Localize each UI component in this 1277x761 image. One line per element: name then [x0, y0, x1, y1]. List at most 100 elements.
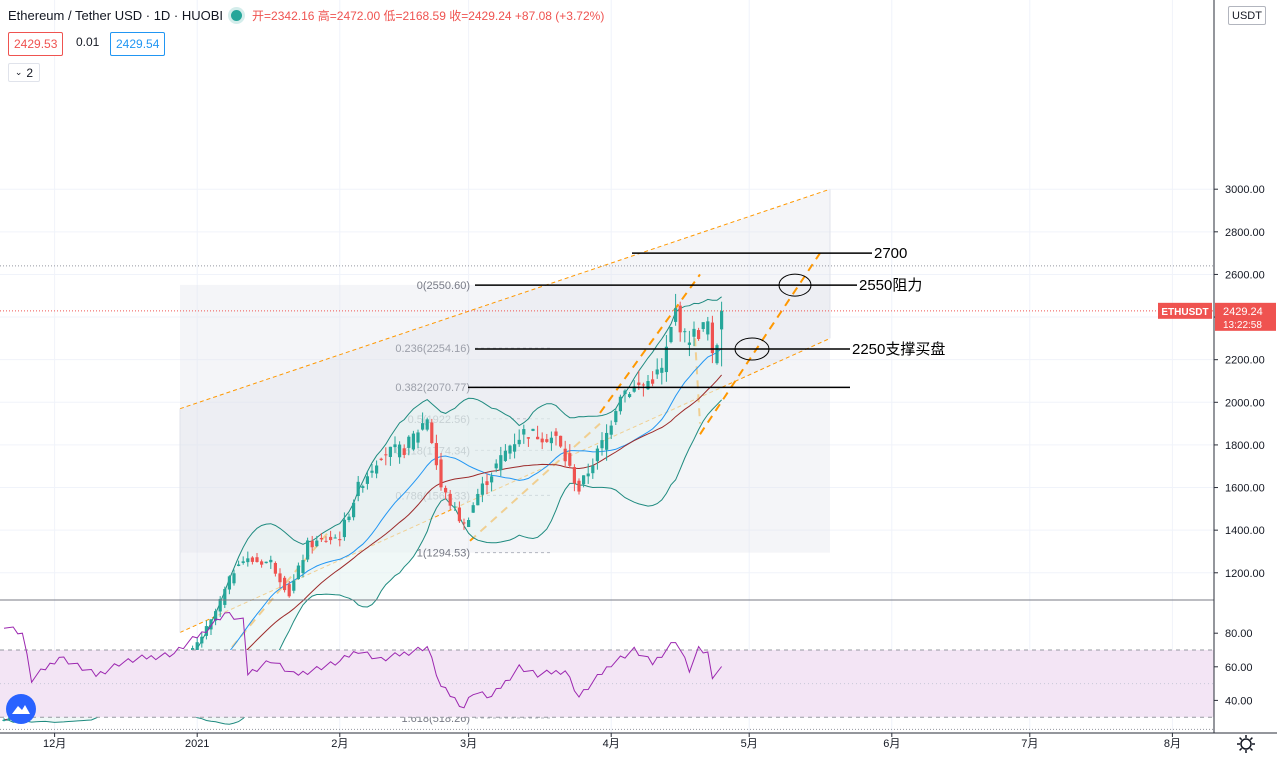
candle-body	[361, 486, 365, 488]
candle-body	[439, 459, 443, 488]
candle-body	[375, 465, 379, 474]
rsi-tick-label: 40.00	[1225, 695, 1253, 707]
currency-button[interactable]: USDT	[1228, 6, 1266, 25]
bb-fill	[4, 296, 722, 725]
candle-body	[319, 538, 323, 540]
rsi-tick-label: 60.00	[1225, 662, 1253, 674]
time-tick-label: 12月	[43, 738, 66, 750]
candle-body	[324, 540, 328, 542]
candle-body	[425, 419, 429, 430]
indicators-toggle-button[interactable]: ⌄ 2	[8, 63, 40, 82]
candle-body	[678, 305, 682, 333]
candle-body	[480, 483, 484, 495]
candle-body	[540, 438, 544, 443]
last-price-label-bg	[1215, 302, 1276, 331]
candle-body	[568, 453, 572, 466]
candle-body	[586, 473, 590, 477]
candle-body	[697, 330, 701, 340]
candle-body	[241, 561, 245, 563]
annotations: 2700 2550阻力 2250支撑买盘	[468, 245, 945, 389]
candle-body	[338, 539, 342, 541]
rsi-band	[0, 650, 1214, 718]
candle-body	[434, 443, 438, 466]
candle-body	[618, 396, 622, 412]
candle-body	[476, 493, 480, 506]
symbol-label: ETHUSDT	[1161, 307, 1208, 318]
support-circle	[734, 337, 770, 361]
candle-body	[255, 557, 259, 562]
rsi-tick-label: 80.00	[1225, 628, 1253, 640]
candle-body	[462, 522, 466, 524]
candle-body	[260, 561, 264, 565]
candle-body	[641, 384, 645, 386]
sell-price-box[interactable]: 2429.53	[8, 32, 64, 56]
trendline-dashed	[599, 273, 701, 414]
candle-body	[292, 580, 296, 591]
rsi-pane	[0, 611, 1214, 718]
candles	[2, 293, 724, 722]
time-tick-label: 7月	[1021, 738, 1038, 750]
symbol-title[interactable]: Ethereum / Tether USD · 1D · HUOBI	[8, 7, 224, 23]
candle-body	[471, 505, 475, 513]
candle-body	[503, 450, 507, 461]
candle-body	[310, 540, 314, 548]
candle-body	[200, 636, 204, 644]
candle-body	[430, 422, 434, 443]
candle-body	[398, 444, 402, 458]
candle-body	[485, 481, 489, 486]
candle-body	[609, 425, 613, 435]
price-tick-label: 2200.00	[1225, 355, 1265, 367]
price-tick-label: 3000.00	[1225, 184, 1265, 196]
candle-body	[490, 476, 494, 483]
candle-body	[706, 321, 710, 335]
candle-body	[227, 576, 231, 590]
fib-level-label: 0.382(2070.77)	[395, 382, 470, 394]
candle-body	[204, 626, 208, 636]
candle-body	[411, 433, 415, 450]
fib-level-label: 0.236(2254.16)	[395, 343, 470, 355]
candle-body	[2, 719, 6, 721]
time-tick-label: 3月	[460, 738, 477, 750]
rsi-line	[3, 611, 722, 709]
chart-header: Ethereum / Tether USD · 1D · HUOBI 开=234…	[0, 0, 604, 30]
time-tick-label: 5月	[741, 738, 758, 750]
fib-level-label: 1(1294.53)	[417, 548, 470, 560]
candle-body	[352, 502, 356, 518]
candle-body	[416, 432, 420, 443]
candle-body	[356, 481, 360, 497]
candle-body	[407, 436, 411, 448]
candle-body	[536, 436, 540, 440]
candle-body	[269, 559, 273, 563]
candle-body	[554, 431, 558, 436]
price-tick-label: 2000.00	[1225, 397, 1265, 409]
candle-body	[448, 493, 452, 506]
candle-body	[559, 435, 563, 447]
gear-icon[interactable]	[1236, 734, 1256, 754]
time-axis: 12月 2021 2月 3月 4月 5月 6月 7月 8月	[0, 732, 1277, 750]
countdown-label: 13:22:58	[1223, 320, 1262, 331]
candle-body	[223, 589, 227, 605]
last-price-label: 2429.24	[1223, 306, 1263, 318]
candle-body	[379, 458, 383, 460]
candle-body	[582, 475, 586, 485]
candle-body	[591, 465, 595, 474]
fib-level-label: 0(2550.60)	[417, 280, 470, 292]
candle-body	[273, 562, 277, 574]
candle-body	[264, 561, 268, 564]
candle-body	[522, 429, 526, 435]
candle-body	[655, 369, 659, 375]
candle-body	[232, 573, 236, 584]
candle-body	[572, 467, 576, 484]
candle-body	[453, 506, 457, 508]
candle-body	[365, 476, 369, 484]
reference-lines	[0, 265, 1214, 730]
buy-price-box[interactable]: 2429.54	[110, 32, 166, 56]
candle-body	[329, 536, 333, 541]
candle-body	[508, 445, 512, 454]
channel-upper-line	[179, 188, 831, 410]
candle-body	[517, 439, 521, 445]
tradingview-logo-icon[interactable]	[6, 694, 36, 724]
candle-body	[444, 487, 448, 493]
